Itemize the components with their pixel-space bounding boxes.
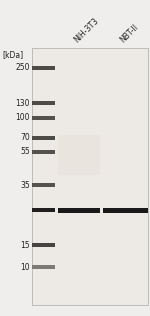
Bar: [32, 208, 55, 212]
Bar: [32, 243, 55, 247]
Text: NBT-II: NBT-II: [118, 22, 140, 44]
Text: 10: 10: [20, 263, 30, 271]
Text: 35: 35: [20, 180, 30, 190]
Bar: [32, 101, 55, 105]
Text: 15: 15: [20, 240, 30, 250]
Bar: [32, 183, 55, 187]
Bar: [32, 48, 148, 305]
Text: 250: 250: [15, 64, 30, 72]
Text: 55: 55: [20, 148, 30, 156]
Bar: [32, 116, 55, 120]
Bar: [32, 66, 55, 70]
Bar: [58, 208, 100, 212]
Text: 100: 100: [15, 113, 30, 123]
Bar: [58, 135, 100, 175]
Text: 130: 130: [15, 99, 30, 107]
Bar: [103, 208, 148, 212]
Text: NIH-3T3: NIH-3T3: [72, 16, 100, 44]
Text: [kDa]: [kDa]: [2, 50, 23, 59]
Bar: [32, 136, 55, 140]
Bar: [32, 150, 55, 154]
Text: 70: 70: [20, 133, 30, 143]
Bar: [32, 265, 55, 269]
